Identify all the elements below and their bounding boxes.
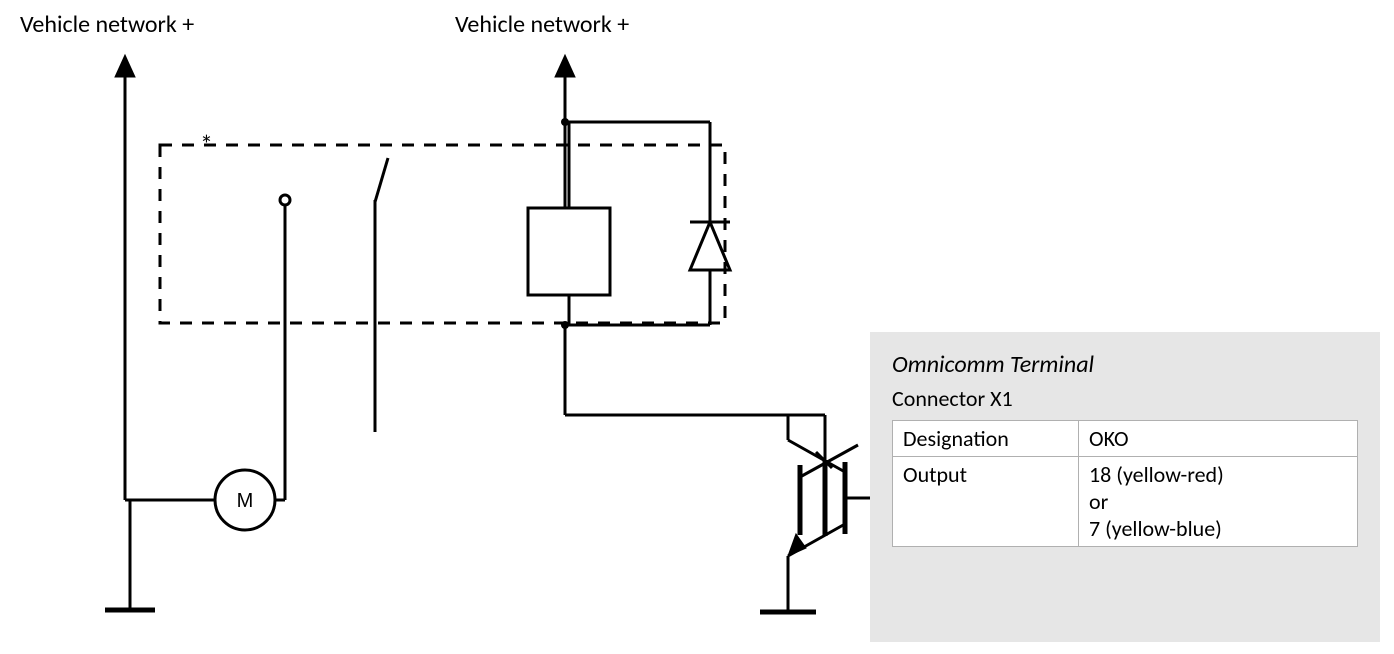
label-asterisk: * bbox=[200, 128, 213, 160]
terminal-panel: Omnicomm Terminal Connector X1 Designati… bbox=[870, 332, 1380, 642]
table-row: DesignationOKO bbox=[893, 421, 1358, 457]
table-cell-key: Designation bbox=[893, 421, 1079, 457]
table-cell-key: Output bbox=[893, 457, 1079, 547]
label-vehicle-network-right: Vehicle network + bbox=[455, 10, 629, 39]
table-cell-value: 18 (yellow-red) or 7 (yellow-blue) bbox=[1079, 457, 1358, 547]
table-row: Output18 (yellow-red) or 7 (yellow-blue) bbox=[893, 457, 1358, 547]
terminal-subtitle: Connector X1 bbox=[892, 385, 1358, 412]
svg-text:M: M bbox=[237, 490, 254, 512]
label-vehicle-network-left: Vehicle network + bbox=[20, 10, 194, 39]
terminal-title: Omnicomm Terminal bbox=[892, 350, 1358, 379]
terminal-table: DesignationOKOOutput18 (yellow-red) or 7… bbox=[892, 420, 1358, 547]
diagram-canvas: M Vehicle network + Vehicle network + * … bbox=[0, 0, 1394, 654]
table-cell-value: OKO bbox=[1079, 421, 1358, 457]
